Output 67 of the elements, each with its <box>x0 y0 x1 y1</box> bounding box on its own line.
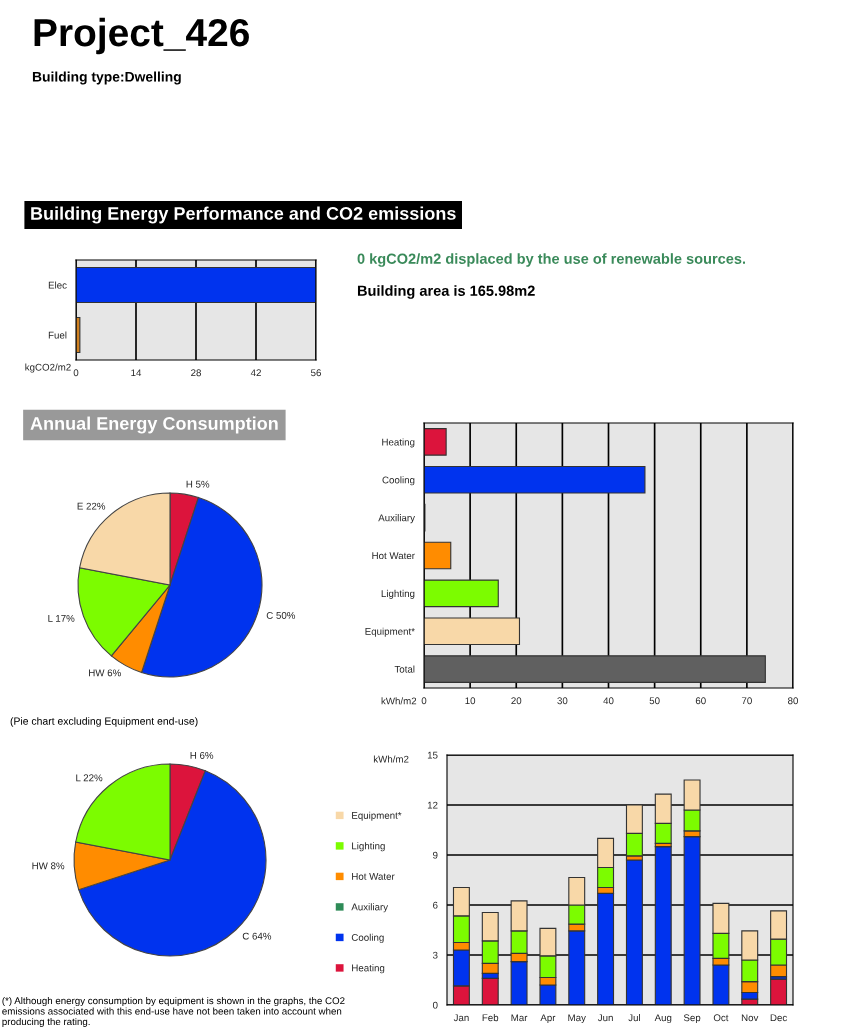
x-axis-title: kWh/m2 <box>381 697 417 705</box>
slice-label: C 64% <box>242 932 272 940</box>
x-tick-label: Dec <box>770 1014 787 1022</box>
chart-subtitle: Building type:Dwelling <box>32 71 181 85</box>
y-tick-label: 0 <box>432 1001 438 1009</box>
slice-label: C 50% <box>266 612 296 619</box>
slice-label: HW 6% <box>89 669 121 677</box>
x-tick-label: Jul <box>628 1014 640 1022</box>
chart-title: (Pie chart excluding Equipment end-use) <box>10 717 198 727</box>
x-tick-label: 60 <box>695 697 706 705</box>
chart-title: Annual Energy Consumption <box>30 416 278 434</box>
x-tick-label: Oct <box>713 1014 729 1022</box>
legend-label: Hot Water <box>352 873 395 880</box>
x-tick-label: Jun <box>597 1014 613 1022</box>
x-tick-label: 42 <box>250 369 261 377</box>
chart-title: Project_426 <box>34 17 249 55</box>
y-tick-label: Auxiliary <box>378 514 415 524</box>
y-tick-label: Equipment* <box>365 627 415 637</box>
x-tick-label: 30 <box>557 697 568 705</box>
x-tick-label: May <box>568 1014 586 1024</box>
x-axis-title: kgCO2/m2 <box>25 363 71 373</box>
x-tick-label: 80 <box>788 697 799 705</box>
x-tick-label: 0 <box>421 697 427 705</box>
x-tick-label: Sep <box>683 1014 701 1024</box>
y-tick-label: Total <box>394 665 415 673</box>
slice-label: E 22% <box>77 502 106 510</box>
y-tick-label: 3 <box>432 951 438 959</box>
legend-label: Heating <box>352 964 385 974</box>
y-tick-label: 6 <box>433 901 438 909</box>
x-tick-label: 28 <box>191 369 201 377</box>
x-tick-label: 10 <box>465 697 476 705</box>
y-tick-label: Heating <box>382 438 415 448</box>
x-tick-label: Feb <box>482 1014 499 1022</box>
y-axis-title: kWh/m2 <box>373 755 409 763</box>
legend-label: Lighting <box>352 842 385 852</box>
x-tick-label: Mar <box>511 1014 528 1022</box>
slice-label: L 22% <box>76 774 103 782</box>
y-tick-label: Elec <box>48 281 67 289</box>
text: 0 kgCO2/m2 displaced by the use of renewable sources. <box>357 253 746 267</box>
y-tick-label: 15 <box>427 751 438 759</box>
slice-label: L 17% <box>48 615 75 622</box>
slice-label: HW 8% <box>32 862 65 870</box>
x-tick-label: 14 <box>131 369 142 377</box>
x-tick-label: Apr <box>540 1014 556 1024</box>
x-tick-label: Nov <box>741 1014 759 1022</box>
x-tick-label: 40 <box>603 697 614 705</box>
y-tick-label: Cooling <box>382 476 415 486</box>
y-tick-label: 9 <box>433 851 438 859</box>
slice-label: H 6% <box>190 752 214 759</box>
x-tick-label: Jan <box>453 1014 469 1022</box>
x-tick-label: 70 <box>741 697 752 705</box>
slice-label: H 5% <box>186 480 210 488</box>
legend-label: Auxiliary <box>351 903 389 913</box>
legend-label: Equipment* <box>352 811 402 821</box>
x-tick-label: 50 <box>649 697 660 705</box>
x-tick-label: 56 <box>310 369 321 377</box>
text: Building Energy Performance and CO2 emissions <box>31 206 456 224</box>
y-tick-label: 12 <box>427 801 438 809</box>
legend-label: Cooling <box>351 933 384 943</box>
x-tick-label: 0 <box>73 369 79 377</box>
text: (*) Although energy consumption by equipment is shown in the graphs, the CO2 emissions associated with this end-use have not been taken into account when producing the rating. <box>2 997 345 1027</box>
x-tick-label: Aug <box>654 1014 672 1024</box>
x-tick-label: 20 <box>511 697 522 705</box>
text: Building area is 165.98m2 <box>357 285 535 299</box>
y-tick-label: Fuel <box>48 331 67 339</box>
y-tick-label: Lighting <box>381 589 415 599</box>
y-tick-label: Hot Water <box>372 552 415 560</box>
